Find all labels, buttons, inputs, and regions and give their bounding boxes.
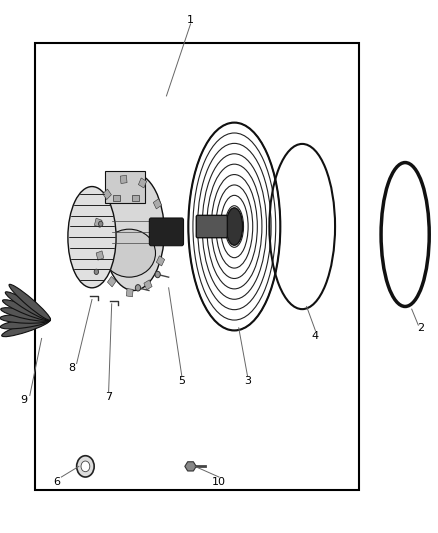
Ellipse shape <box>0 314 50 323</box>
Text: 7: 7 <box>105 392 112 402</box>
Text: 10: 10 <box>212 478 226 487</box>
Ellipse shape <box>135 285 141 291</box>
Bar <box>94 218 102 228</box>
Bar <box>126 288 133 297</box>
Bar <box>120 175 127 183</box>
Ellipse shape <box>1 308 50 321</box>
FancyBboxPatch shape <box>196 215 227 238</box>
Circle shape <box>81 461 90 472</box>
Text: 6: 6 <box>53 478 60 487</box>
Bar <box>35 43 359 490</box>
Bar <box>132 195 139 201</box>
Ellipse shape <box>226 208 243 245</box>
Polygon shape <box>185 462 196 471</box>
Text: 5: 5 <box>178 376 185 386</box>
Ellipse shape <box>3 300 50 321</box>
FancyBboxPatch shape <box>149 218 184 246</box>
Bar <box>105 171 145 203</box>
Bar <box>153 199 162 209</box>
Ellipse shape <box>2 319 50 337</box>
Ellipse shape <box>103 173 164 290</box>
Bar <box>144 280 152 290</box>
Ellipse shape <box>99 221 103 227</box>
Bar <box>113 195 120 201</box>
Bar <box>156 256 165 266</box>
Ellipse shape <box>5 292 50 320</box>
Bar <box>107 277 116 287</box>
Text: 8: 8 <box>69 363 76 373</box>
Bar <box>103 189 111 199</box>
Ellipse shape <box>103 229 155 277</box>
Bar <box>138 178 147 188</box>
Text: 3: 3 <box>244 376 251 386</box>
Text: 1: 1 <box>187 15 194 25</box>
Ellipse shape <box>68 187 116 288</box>
Circle shape <box>77 456 94 477</box>
Bar <box>96 251 104 260</box>
Text: 2: 2 <box>417 323 424 333</box>
Ellipse shape <box>0 318 50 329</box>
Text: 9: 9 <box>21 395 28 405</box>
Text: 4: 4 <box>312 331 319 341</box>
Ellipse shape <box>94 269 99 274</box>
Ellipse shape <box>155 271 160 278</box>
Ellipse shape <box>9 284 50 320</box>
